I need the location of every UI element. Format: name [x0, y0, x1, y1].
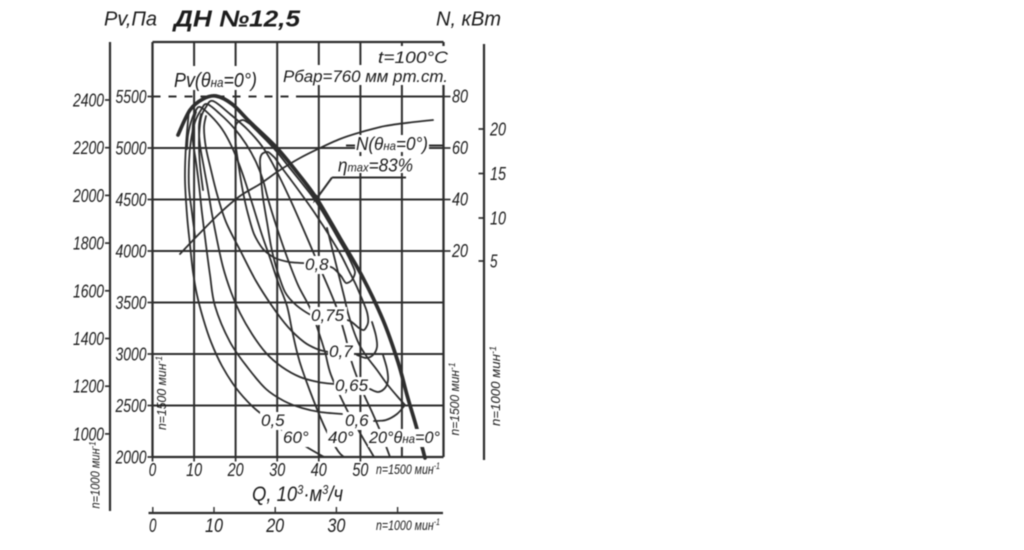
svg-text:0,8: 0,8 — [305, 255, 329, 274]
svg-text:0: 0 — [149, 516, 157, 537]
svg-text:3000: 3000 — [116, 344, 148, 365]
svg-text:0,6: 0,6 — [345, 411, 369, 430]
svg-text:0,75: 0,75 — [311, 306, 345, 325]
svg-text:2000: 2000 — [72, 185, 104, 206]
svg-text:20: 20 — [265, 516, 284, 537]
svg-text:60°: 60° — [283, 428, 309, 447]
svg-text:Q, 103·м3/ч: Q, 103·м3/ч — [252, 482, 343, 506]
svg-text:N, кВт: N, кВт — [436, 9, 501, 31]
svg-text:t=100°C: t=100°C — [378, 48, 449, 67]
svg-text:40: 40 — [311, 459, 328, 480]
svg-text:20: 20 — [451, 240, 468, 261]
svg-text:1200: 1200 — [73, 376, 105, 397]
svg-text:ДН №12,5: ДН №12,5 — [172, 6, 302, 32]
svg-text:n=1000 мин-1: n=1000 мин-1 — [488, 346, 503, 426]
svg-text:20: 20 — [227, 459, 244, 480]
svg-text:20: 20 — [489, 119, 506, 140]
svg-text:n=1500 мин-1: n=1500 мин-1 — [376, 461, 440, 477]
svg-text:n=1000 мин-1: n=1000 мин-1 — [376, 517, 440, 533]
svg-text:0,5: 0,5 — [261, 411, 285, 430]
svg-text:5: 5 — [490, 251, 498, 272]
svg-text:2500: 2500 — [115, 395, 147, 416]
svg-text:2000: 2000 — [115, 447, 147, 468]
svg-text:15: 15 — [490, 163, 507, 184]
svg-text:10: 10 — [490, 208, 507, 229]
svg-text:n=1500 мин-1: n=1500 мин-1 — [447, 363, 462, 436]
svg-text:60: 60 — [452, 137, 469, 158]
svg-text:20°θна=0°: 20°θна=0° — [368, 428, 440, 447]
svg-text:4500: 4500 — [116, 189, 148, 210]
svg-text:0,7: 0,7 — [329, 342, 353, 361]
svg-text:n=1000 мин-1: n=1000 мин-1 — [88, 442, 103, 509]
svg-text:2200: 2200 — [72, 137, 104, 158]
svg-text:40°: 40° — [328, 428, 354, 447]
svg-text:Рбар=760 мм рт.ст.: Рбар=760 мм рт.ст. — [283, 67, 448, 86]
svg-text:n=1500 мин-1: n=1500 мин-1 — [154, 356, 169, 430]
svg-text:ηmax=83%: ηmax=83% — [338, 155, 413, 176]
svg-text:4000: 4000 — [116, 241, 148, 262]
svg-text:10: 10 — [186, 459, 203, 480]
svg-text:40: 40 — [452, 189, 469, 210]
svg-text:10: 10 — [205, 516, 223, 537]
svg-text:2400: 2400 — [72, 90, 104, 111]
svg-text:1600: 1600 — [73, 280, 105, 301]
svg-text:30: 30 — [269, 459, 286, 480]
svg-text:80: 80 — [452, 86, 469, 107]
svg-text:3500: 3500 — [116, 292, 148, 313]
svg-text:5000: 5000 — [116, 138, 148, 159]
svg-text:1400: 1400 — [73, 328, 105, 349]
svg-text:1000: 1000 — [73, 423, 105, 444]
svg-text:Pv,Па: Pv,Па — [104, 9, 157, 31]
svg-text:5500: 5500 — [116, 86, 148, 107]
svg-text:Pv(θна=0°): Pv(θна=0°) — [174, 70, 257, 92]
svg-text:0: 0 — [149, 459, 157, 480]
svg-text:30: 30 — [327, 516, 345, 537]
svg-text:1800: 1800 — [73, 233, 105, 254]
svg-text:0,65: 0,65 — [335, 376, 369, 395]
svg-text:N(θна=0°): N(θна=0°) — [356, 134, 428, 154]
svg-text:50: 50 — [352, 459, 369, 480]
